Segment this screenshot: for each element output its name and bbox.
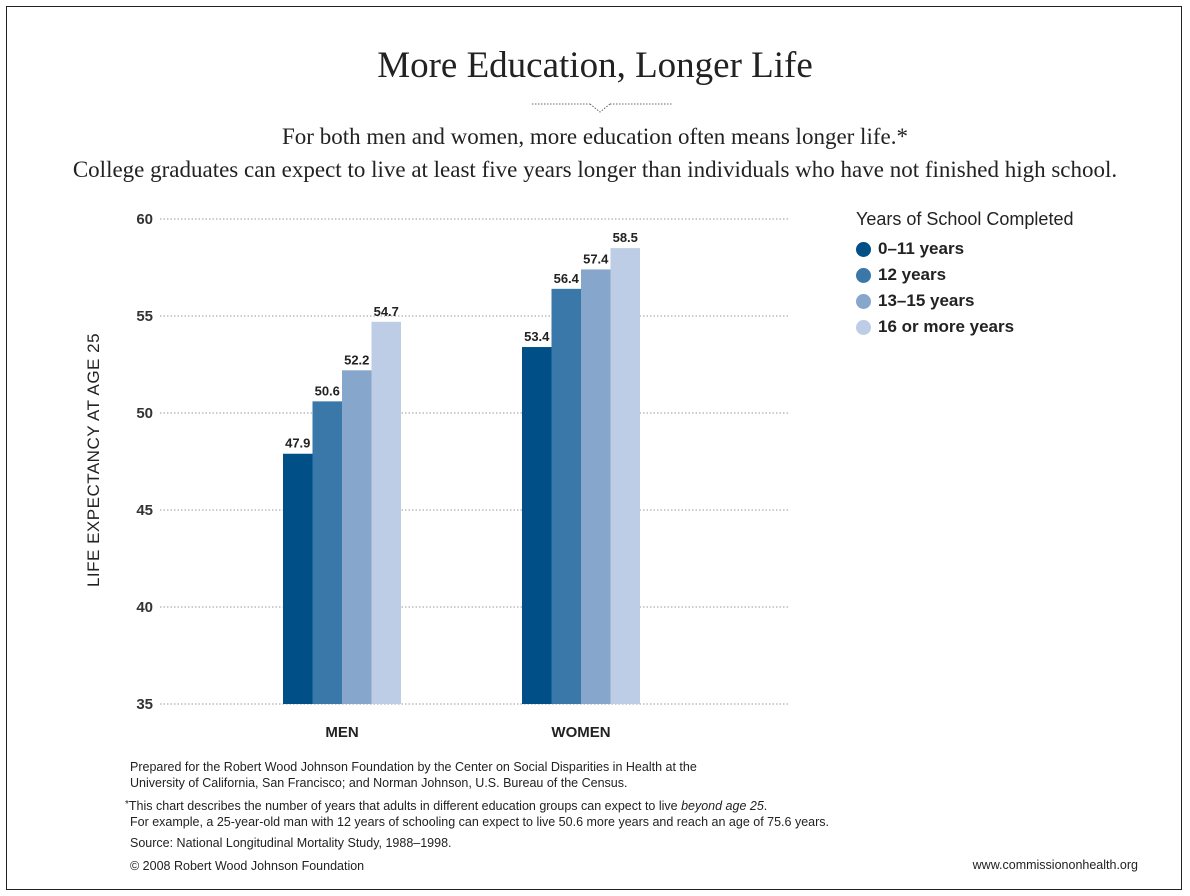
legend: Years of School Completed 0–11 years 12 y… <box>856 209 1073 340</box>
data-label: 52.2 <box>344 352 369 367</box>
chart-title: More Education, Longer Life <box>377 45 813 86</box>
y-tick-label: 35 <box>136 696 153 713</box>
y-tick-label: 55 <box>136 308 153 325</box>
legend-swatch <box>856 267 871 283</box>
bar-men-series-2 <box>342 370 372 704</box>
title-ornament <box>532 103 672 113</box>
prepared-line-2: University of California, San Francisco;… <box>130 776 628 790</box>
copyright: © 2008 Robert Wood Johnson Foundation <box>130 859 365 873</box>
footnote: *This chart describes the number of year… <box>125 797 829 830</box>
prepared-line-1: Prepared for the Robert Wood Johnson Fou… <box>130 760 697 774</box>
subtitle-line-1: For both men and women, more education o… <box>282 124 908 149</box>
footnote-line-2: For example, a 25-year-old man with 12 y… <box>130 815 829 829</box>
legend-swatch <box>856 319 871 335</box>
data-label: 54.7 <box>374 304 399 319</box>
category-label-women: WOMEN <box>551 724 610 741</box>
x-axis-categories: MEN WOMEN <box>325 724 610 741</box>
footnote-asterisk: * <box>125 799 129 810</box>
legend-swatch <box>856 293 871 309</box>
y-tick-label: 50 <box>136 405 153 422</box>
data-label: 56.4 <box>554 271 580 286</box>
subtitle-line-2: College graduates can expect to live at … <box>72 157 1118 182</box>
bar-chart: 35 40 45 50 55 60 47.9 50.6 52.2 54.7 53.4 56.457.… <box>84 211 790 741</box>
bar-women-series-3 <box>610 248 640 704</box>
legend-label: 16 or more years <box>878 317 1015 336</box>
bar-men-series-1 <box>312 401 342 704</box>
bar-women-series-2 <box>581 269 611 704</box>
legend-item-2: 13–15 years <box>856 288 1073 314</box>
footnote-line-1-end: . <box>763 799 768 813</box>
category-label-men: MEN <box>325 724 358 741</box>
data-label: 53.4 <box>524 329 550 344</box>
legend-label: 13–15 years <box>878 291 975 310</box>
footnote-emphasis: beyond age 25 <box>681 799 764 813</box>
legend-item-3: 16 or more years <box>856 314 1073 340</box>
legend-swatch <box>856 241 871 257</box>
y-axis-label: LIFE EXPECTANCY AT AGE 25 <box>84 333 103 587</box>
source-note: Source: National Longitudinal Mortality … <box>130 836 452 850</box>
legend-label: 0–11 years <box>878 239 965 258</box>
bar-women-series-0 <box>522 347 552 704</box>
legend-items: 0–11 years 12 years 13–15 years 16 or more … <box>856 236 1073 340</box>
bars <box>283 248 640 704</box>
footnote-line-1: *This chart describes the number of year… <box>125 797 829 814</box>
data-label: 47.9 <box>285 436 310 451</box>
y-axis-ticks: 35 40 45 50 55 60 <box>136 211 153 713</box>
legend-title: Years of School Completed <box>856 209 1074 229</box>
bar-men-series-0 <box>283 453 313 704</box>
data-label: 58.5 <box>613 230 638 245</box>
y-tick-label: 40 <box>136 599 153 616</box>
bar-women-series-1 <box>551 288 581 704</box>
y-tick-label: 45 <box>136 502 153 519</box>
data-label: 57.4 <box>583 251 609 266</box>
website-url[interactable]: www.commissiononhealth.org <box>972 858 1138 872</box>
footnote-line-1-text: This chart describes the number of years… <box>128 799 682 813</box>
legend-item-0: 0–11 years <box>856 236 1073 262</box>
gridlines <box>160 218 790 705</box>
data-labels: 47.9 50.6 52.2 54.7 53.4 56.457.4 58.5 <box>285 230 638 451</box>
legend-label: 12 years <box>878 265 947 284</box>
data-label: 50.6 <box>315 383 340 398</box>
legend-item-1: 12 years <box>856 262 1073 288</box>
bar-men-series-3 <box>371 321 401 704</box>
prepared-note: Prepared for the Robert Wood Johnson Fou… <box>130 759 697 791</box>
y-tick-label: 60 <box>136 211 153 228</box>
